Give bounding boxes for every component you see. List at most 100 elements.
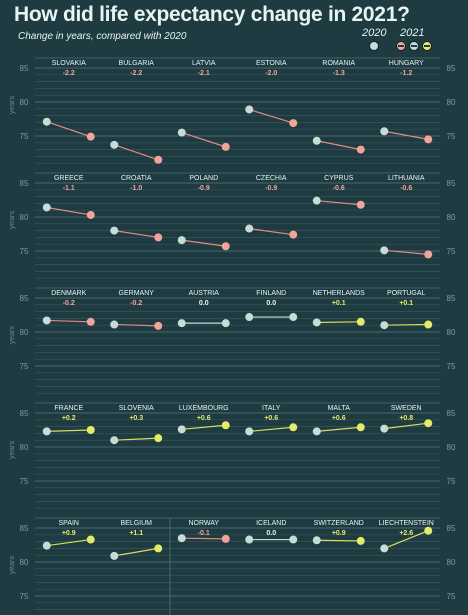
country-label: NETHERLANDS — [313, 290, 365, 297]
panel-greece: GREECE -1.1 — [42, 175, 95, 219]
point-2021 — [221, 242, 230, 251]
country-label: SWITZERLAND — [314, 520, 364, 527]
connector-line — [316, 321, 361, 324]
panel-germany: GERMANY -0.2 — [110, 290, 163, 330]
change-label: +0.1 — [399, 300, 413, 307]
country-label: SPAIN — [59, 520, 80, 527]
connector-line — [46, 121, 91, 138]
point-2020 — [245, 535, 254, 544]
y-tick-label: 80 — [447, 443, 456, 452]
point-2021 — [424, 526, 433, 535]
change-label: -0.6 — [400, 185, 412, 192]
point-2020 — [110, 551, 119, 560]
change-label: -0.9 — [198, 185, 210, 192]
point-2020 — [380, 321, 389, 330]
change-label: -0.6 — [333, 185, 345, 192]
connector-line — [181, 239, 226, 247]
panel-portugal: PORTUGAL +0.1 — [380, 290, 433, 330]
country-label: GREECE — [54, 175, 84, 182]
panel-luxembourg: LUXEMBOURG +0.6 — [177, 405, 230, 434]
change-label: +0.9 — [62, 530, 76, 537]
y-axis-label: years — [7, 326, 16, 345]
point-2021 — [289, 535, 298, 544]
y-tick-label: 80 — [447, 328, 456, 337]
panel-liechtenstein: LIECHTENSTEIN +2.6 — [379, 520, 434, 553]
legend-label-2020: 2020 — [362, 27, 387, 39]
point-2020 — [110, 436, 119, 445]
panel-hungary: HUNGARY -1.2 — [380, 60, 433, 144]
point-2021 — [221, 421, 230, 430]
change-label: +0.3 — [129, 415, 143, 422]
y-tick-label: 85 — [20, 524, 29, 533]
point-2021 — [289, 423, 298, 432]
change-label: -0.9 — [265, 185, 277, 192]
point-2020 — [245, 105, 254, 114]
country-label: NORWAY — [188, 520, 219, 527]
point-2021 — [424, 320, 433, 329]
y-tick-label: 85 — [20, 179, 29, 188]
change-label: 0.0 — [266, 530, 276, 537]
connector-line — [181, 424, 226, 430]
change-label: -0.1 — [198, 530, 210, 537]
connector-line — [114, 230, 159, 238]
y-axis-label: years — [7, 556, 16, 575]
legend-dot-2020 — [369, 41, 379, 51]
point-2021 — [154, 321, 163, 330]
panel-austria: AUSTRIA 0.0 — [177, 290, 230, 328]
point-2020 — [110, 226, 119, 235]
country-label: GERMANY — [119, 290, 155, 297]
y-tick-label: 80 — [20, 328, 29, 337]
panel-croatia: CROATIA -1.0 — [110, 175, 163, 242]
connector-line — [46, 319, 91, 323]
panel-lithuania: LITHUANIA -0.6 — [380, 175, 433, 259]
connector-line — [46, 538, 91, 547]
y-tick-label: 80 — [20, 213, 29, 222]
chart-row-4: 75 75 80 80 85 85 years FRANCE +0.2 SLOVENIA +0.3 L… — [7, 402, 456, 509]
panel-czechia: CZECHIA -0.9 — [245, 175, 298, 239]
point-2020 — [42, 316, 51, 325]
point-2021 — [424, 419, 433, 428]
country-label: SLOVENIA — [119, 405, 154, 412]
point-2021 — [86, 426, 95, 434]
connector-line — [384, 249, 429, 255]
point-2020 — [42, 203, 51, 212]
panel-estonia: ESTONIA -2.0 — [245, 60, 298, 128]
point-2020 — [177, 236, 186, 245]
y-tick-label: 75 — [20, 362, 29, 371]
connector-line — [249, 426, 294, 432]
chart-row-3: 75 75 80 80 85 85 years DENMARK -0.2 GERMANY -0.2 A… — [7, 287, 456, 394]
point-2020 — [110, 140, 119, 149]
change-label: +0.6 — [197, 415, 211, 422]
panel-belgium: BELGIUM +1.1 — [110, 520, 163, 560]
panel-denmark: DENMARK -0.2 — [42, 290, 95, 326]
country-label: HUNGARY — [389, 60, 424, 67]
point-2021 — [356, 145, 365, 154]
change-label: -1.2 — [400, 70, 412, 77]
panel-sweden: SWEDEN +0.8 — [380, 405, 433, 433]
panel-poland: POLAND -0.9 — [177, 175, 230, 251]
connector-line — [384, 422, 429, 430]
connector-line — [114, 547, 159, 557]
country-label: ICELAND — [256, 520, 286, 527]
y-tick-label: 80 — [447, 558, 456, 567]
change-label: -1.3 — [333, 70, 345, 77]
country-label: AUSTRIA — [189, 290, 220, 297]
change-label: +0.2 — [62, 415, 76, 422]
change-label: +0.8 — [399, 415, 413, 422]
point-2021 — [424, 250, 433, 259]
y-tick-label: 85 — [20, 294, 29, 303]
point-2020 — [312, 196, 321, 205]
point-2021 — [154, 233, 163, 242]
y-tick-label: 75 — [447, 362, 456, 371]
y-tick-label: 80 — [20, 558, 29, 567]
connector-line — [114, 323, 159, 327]
country-label: LITHUANIA — [388, 175, 425, 182]
point-2021 — [356, 536, 365, 545]
panel-switzerland: SWITZERLAND +0.9 — [312, 520, 365, 545]
y-tick-label: 75 — [20, 477, 29, 486]
panel-iceland: ICELAND 0.0 — [245, 520, 298, 544]
panel-netherlands: NETHERLANDS +0.1 — [313, 290, 365, 327]
point-2020 — [177, 534, 186, 543]
change-label: +0.1 — [332, 300, 346, 307]
